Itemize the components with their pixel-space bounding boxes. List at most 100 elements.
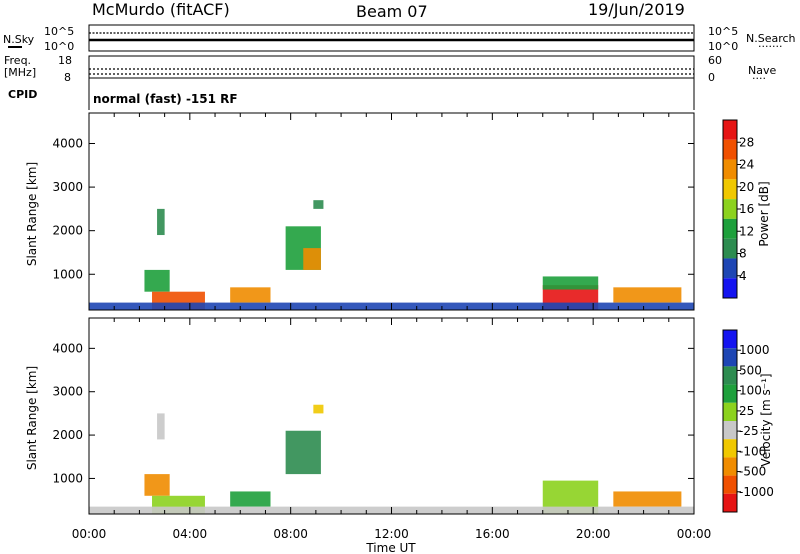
x-tick-labels: 00:00 04:00 08:00 12:00 16:00 20:00 00:00 bbox=[72, 527, 712, 541]
noise-right-tick-high: 10^5 bbox=[708, 25, 738, 38]
power-colorbar-segment bbox=[723, 199, 737, 219]
velocity-patch bbox=[144, 474, 170, 496]
velocity-patch bbox=[285, 430, 321, 475]
velocity-colorbar-tick-label: -500 bbox=[739, 465, 766, 479]
power-colorbar-segment bbox=[723, 139, 737, 160]
velocity-colorbar-segment bbox=[723, 366, 737, 385]
noise-tick-high: 10^5 bbox=[44, 25, 74, 38]
velocity-colorbar-segment bbox=[723, 421, 737, 440]
nsky-label: N.Sky bbox=[3, 33, 35, 46]
power-panel: 1000 2000 3000 4000 Slant Range [km] 28 24 20… bbox=[25, 112, 771, 311]
velocity-colorbar-tick-label: 25 bbox=[739, 404, 754, 418]
power-colorbar-segment bbox=[723, 179, 737, 200]
x-tick-label: 12:00 bbox=[374, 527, 409, 541]
station-title: McMurdo (fitACF) bbox=[92, 0, 230, 19]
power-colorbar-tick-label: 16 bbox=[739, 202, 754, 216]
velocity-colorbar-tick-label: 100 bbox=[739, 384, 762, 398]
velocity-colorbar-tick-label: -1000 bbox=[739, 485, 774, 499]
x-tick-label: 16:00 bbox=[475, 527, 510, 541]
velocity-plot-area bbox=[89, 318, 694, 514]
power-patch bbox=[157, 208, 165, 236]
power-ytick-label: 4000 bbox=[52, 137, 83, 151]
velocity-colorbar-segment bbox=[723, 348, 737, 367]
velocity-colorbar-label: Velocity [m s⁻¹] bbox=[759, 373, 773, 466]
noise-right-tick-low: 10^0 bbox=[708, 40, 738, 53]
beam-title: Beam 07 bbox=[356, 2, 428, 21]
noise-panel-frame bbox=[88, 24, 695, 52]
x-tick-label: 08:00 bbox=[273, 527, 308, 541]
cpid-label: CPID bbox=[8, 88, 37, 101]
velocity-colorbar-tick-label: -25 bbox=[739, 424, 759, 438]
velocity-axes: 1000 2000 3000 4000 bbox=[52, 318, 695, 514]
velocity-colorbar-segment bbox=[723, 439, 737, 458]
power-ytick-label: 2000 bbox=[52, 224, 83, 238]
power-patch bbox=[613, 287, 682, 303]
velocity-patch bbox=[313, 404, 324, 414]
nave-label: Nave bbox=[748, 64, 776, 77]
x-tick-label: 00:00 bbox=[677, 527, 712, 541]
power-colorbar: 28 24 20 16 12 8 4 bbox=[722, 119, 754, 299]
xaxis-label: Time UT bbox=[365, 541, 416, 554]
nave-tick-low: 0 bbox=[708, 71, 715, 84]
velocity-ytick-label: 4000 bbox=[52, 341, 83, 355]
power-patch bbox=[542, 276, 599, 290]
velocity-ylabel: Slant Range [km] bbox=[25, 366, 39, 470]
power-colorbar-segment bbox=[723, 258, 737, 279]
freq-tick-high: 18 bbox=[58, 54, 72, 67]
power-colorbar-tick-label: 24 bbox=[739, 158, 754, 172]
power-patches bbox=[89, 200, 694, 310]
power-colorbar-tick-label: 28 bbox=[739, 135, 754, 149]
nave-legend-dots: ···· bbox=[752, 72, 766, 85]
velocity-colorbar-tick-label: 500 bbox=[739, 363, 762, 377]
power-ylabel: Slant Range [km] bbox=[25, 162, 39, 266]
power-ytick-label: 1000 bbox=[52, 267, 83, 281]
freq-panel-frame bbox=[88, 55, 695, 79]
cpid-text: normal (fast) -151 RF bbox=[93, 92, 238, 106]
velocity-patch bbox=[613, 491, 682, 507]
power-plot-area bbox=[89, 113, 694, 310]
velocity-colorbar-segment bbox=[723, 402, 737, 421]
power-colorbar-segment bbox=[723, 278, 737, 298]
velocity-colorbar-segment bbox=[723, 330, 737, 349]
power-frame bbox=[88, 112, 695, 311]
freq-label: Freq. bbox=[4, 54, 31, 67]
velocity-colorbar-segment bbox=[723, 493, 737, 512]
velocity-colorbar-tick-label: 1000 bbox=[739, 343, 770, 357]
power-patch bbox=[144, 269, 170, 292]
velocity-ytick-label: 2000 bbox=[52, 428, 83, 442]
x-tick-label: 00:00 bbox=[72, 527, 107, 541]
velocity-patch bbox=[230, 491, 271, 507]
noise-tick-low: 10^0 bbox=[44, 40, 74, 53]
date-title: 19/Jun/2019 bbox=[588, 0, 685, 19]
power-colorbar-segment bbox=[723, 159, 737, 180]
power-colorbar-tick-label: 4 bbox=[739, 269, 747, 283]
velocity-colorbar-segment bbox=[723, 475, 737, 494]
velocity-colorbar-segment bbox=[723, 384, 737, 403]
velocity-frame bbox=[88, 317, 695, 515]
power-patch bbox=[313, 200, 324, 209]
power-axes: 1000 2000 3000 4000 bbox=[52, 113, 695, 310]
power-colorbar-segment bbox=[723, 238, 737, 259]
velocity-ytick-label: 1000 bbox=[52, 471, 83, 485]
velocity-panel: 1000 2000 3000 4000 Slant Range [km] 1000 50… bbox=[25, 317, 774, 515]
x-tick-label: 20:00 bbox=[576, 527, 611, 541]
power-colorbar-tick-label: 8 bbox=[739, 247, 747, 261]
nave-tick-high: 60 bbox=[708, 54, 722, 67]
nsearch-label: N.Search bbox=[746, 32, 796, 45]
power-ytick-label: 3000 bbox=[52, 180, 83, 194]
power-colorbar-tick-label: 20 bbox=[739, 180, 754, 194]
power-patch bbox=[230, 287, 271, 303]
x-tick-label: 04:00 bbox=[173, 527, 208, 541]
power-patch bbox=[303, 248, 321, 270]
power-colorbar-segment bbox=[723, 120, 737, 140]
velocity-colorbar-segment bbox=[723, 457, 737, 476]
velocity-colorbar: 1000 500 100 25 -25 -100 -500 -1000 bbox=[722, 329, 774, 513]
velocity-patch bbox=[157, 413, 165, 440]
velocity-colorbar-tick-label: -100 bbox=[739, 444, 766, 458]
freq-unit-label: [MHz] bbox=[4, 66, 36, 79]
freq-tick-low: 8 bbox=[64, 71, 71, 84]
power-colorbar-label: Power [dB] bbox=[757, 181, 771, 246]
power-colorbar-tick-label: 12 bbox=[739, 224, 754, 238]
